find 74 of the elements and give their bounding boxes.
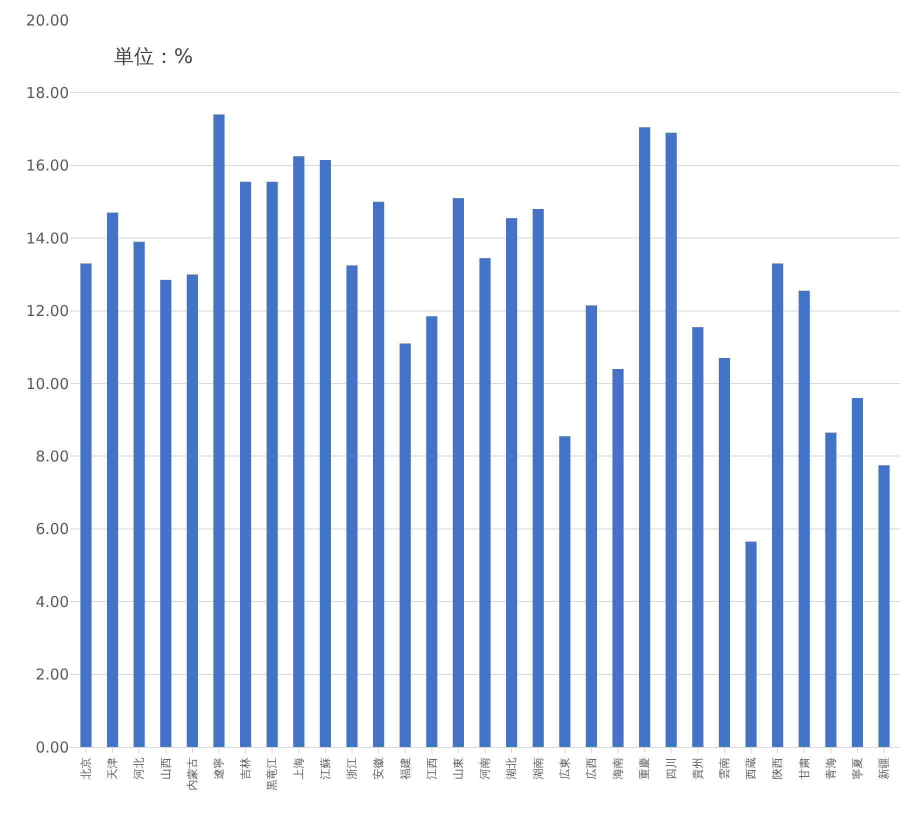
bar: [80, 264, 92, 747]
bar: [559, 436, 570, 747]
x-tick-label: 甘粛: [798, 757, 811, 780]
bar: [346, 265, 358, 747]
bar: [745, 542, 757, 747]
bar: [586, 305, 597, 747]
x-tick-label: 貴州: [691, 757, 704, 780]
x-tick-label: 天津: [106, 757, 120, 780]
x-tick-label: 安徽: [372, 757, 386, 780]
y-tick-label: 20.00: [26, 11, 69, 30]
x-tick-label: 広東: [558, 757, 572, 780]
bar: [479, 258, 491, 747]
x-tick-label: 陝西: [771, 757, 784, 780]
y-tick-label: 4.00: [36, 592, 69, 611]
x-tick-label: 上海: [292, 757, 306, 780]
x-tick-label: 福建: [398, 757, 412, 780]
y-tick-label: 16.00: [26, 156, 69, 175]
x-tick-label: 河北: [132, 757, 146, 780]
x-tick-label: 雲南: [718, 757, 731, 780]
bar: [293, 156, 304, 747]
x-tick-label: 四川: [664, 757, 678, 780]
x-tick-label: 山西: [159, 757, 172, 780]
annotation: 単位：%: [114, 44, 194, 68]
x-tick-label: 江蘇: [318, 757, 332, 780]
bar: [878, 465, 890, 747]
x-tick-label: 遼寧: [212, 757, 226, 780]
bar: [639, 127, 650, 747]
x-tick-label: 北京: [80, 757, 93, 780]
bar: [266, 182, 278, 747]
bar: [532, 209, 544, 747]
bar: [160, 280, 172, 747]
x-tick-label: 黒竜江: [266, 757, 279, 790]
x-tick-label: 重慶: [638, 757, 652, 780]
bar: [506, 218, 518, 747]
bar: [666, 132, 677, 747]
bar: [320, 160, 331, 747]
x-tick-label: 山東: [452, 757, 465, 780]
x-tick-label: 西蔵: [744, 757, 758, 780]
bar: [612, 368, 624, 747]
bar: [772, 264, 784, 747]
x-tick-label: 湖北: [505, 757, 518, 780]
bar: [426, 316, 438, 747]
bar: [106, 212, 118, 747]
y-tick-label: 14.00: [26, 229, 69, 248]
x-tick-label: 新疆: [878, 757, 891, 780]
bar: [240, 182, 252, 747]
y-tick-label: 18.00: [26, 84, 69, 102]
x-tick-label: 青海: [824, 757, 838, 780]
bar: [718, 358, 730, 747]
x-tick-label: 内蒙古: [186, 757, 199, 790]
y-tick-label: 0.00: [36, 738, 69, 756]
bar: [134, 242, 145, 747]
bar: [852, 398, 864, 747]
x-tick-label: 吉林: [239, 757, 252, 780]
y-tick-label: 12.00: [26, 302, 69, 320]
bar: [400, 344, 411, 747]
bar: [213, 114, 225, 747]
x-tick-label: 河南: [478, 757, 492, 780]
x-tick-label: 寧夏: [851, 757, 864, 780]
y-tick-label: 10.00: [26, 374, 69, 393]
y-tick-label: 8.00: [36, 447, 69, 466]
x-tick-label: 浙江: [346, 757, 359, 780]
bar: [373, 202, 384, 747]
y-tick-label: 6.00: [36, 520, 69, 538]
x-tick-label: 湖南: [532, 757, 545, 780]
x-tick-label: 海南: [612, 757, 625, 780]
x-tick-label: 江西: [425, 757, 438, 780]
bar: [452, 198, 464, 747]
x-tick-label: 広西: [584, 757, 598, 780]
bar: [798, 290, 810, 747]
bar: [692, 327, 704, 747]
bar: [825, 432, 836, 747]
y-tick-label: 2.00: [36, 666, 69, 684]
bar: [186, 274, 198, 747]
